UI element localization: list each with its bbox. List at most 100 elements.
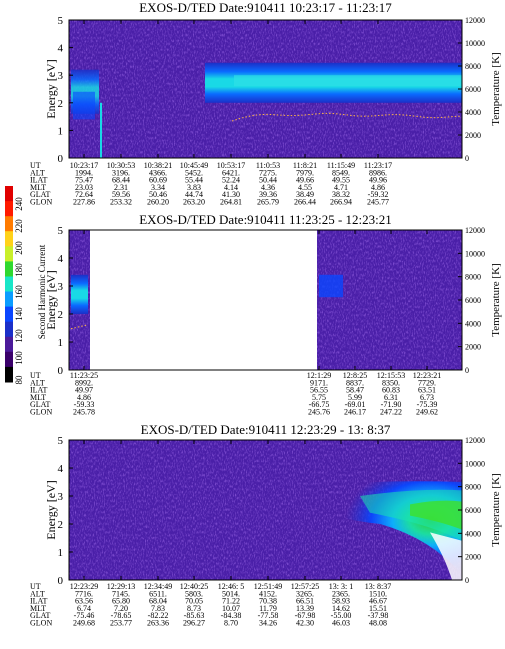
y-tick-label: 0 (58, 153, 64, 165)
table-cell: 65.80 (112, 597, 130, 606)
table-cell: 60.69 (149, 176, 167, 185)
y2-axis-label: Temperature [K] (490, 473, 502, 546)
colorbar-tick-label: 160 (14, 285, 24, 299)
table-cell: 5014. (222, 589, 240, 598)
y2-tick-label: 2000 (465, 553, 481, 562)
table-cell: 263.36 (147, 619, 169, 628)
table-cell: 265.79 (257, 198, 279, 207)
table-cell: 4152. (259, 589, 277, 598)
table-cell: 12:46: 5 (218, 582, 244, 591)
table-cell: 10:30:53 (107, 161, 135, 170)
temperature-trace (231, 112, 461, 122)
table-cell: 70.38 (259, 597, 277, 606)
table-cell: 253.32 (110, 198, 132, 207)
table-cell: 46.03 (332, 619, 350, 628)
table-cell: -55.00 (331, 611, 352, 620)
table-cell: -59.32 (368, 190, 389, 199)
table-cell: 70.05 (185, 597, 203, 606)
table-cell: 68.04 (149, 597, 167, 606)
row-label: ILAT (30, 597, 47, 606)
row-label: ILAT (30, 386, 47, 395)
table-cell: 11.79 (259, 604, 277, 613)
y2-tick-label: 2000 (465, 131, 481, 140)
table-cell: -77.58 (258, 611, 279, 620)
table-cell: 38.32 (332, 190, 350, 199)
table-cell: 263.20 (183, 198, 205, 207)
table-cell: 63.56 (75, 597, 93, 606)
y2-tick-label: 12000 (465, 226, 485, 235)
colorbar-band (5, 276, 13, 293)
table-cell: 56.55 (310, 386, 328, 395)
table-cell: 12:51:49 (254, 582, 282, 591)
table-cell: 7729. (418, 378, 436, 387)
table-cell: 5.75 (312, 393, 326, 402)
colorbar-tick-label: 120 (14, 329, 24, 343)
table-cell: 58.47 (346, 386, 364, 395)
table-cell: 8.73 (187, 604, 201, 613)
table-cell: 63.51 (418, 386, 436, 395)
colorbar-band (5, 246, 13, 262)
table-cell: 52.24 (222, 176, 240, 185)
table-cell: 10:45:49 (180, 161, 208, 170)
table-cell: 58.93 (332, 597, 350, 606)
table-cell: 23.03 (75, 183, 93, 192)
y2-tick-label: 10000 (465, 249, 485, 258)
table-cell: 7275. (259, 168, 277, 177)
table-cell: 249.62 (416, 408, 438, 417)
colorbar-band (5, 186, 13, 202)
table-cell: 12:34:49 (144, 582, 172, 591)
row-label: GLAT (30, 190, 51, 199)
table-cell: 13.39 (296, 604, 314, 613)
table-cell: 5452. (185, 168, 203, 177)
table-cell: -37.98 (368, 611, 389, 620)
row-label: UT (30, 161, 41, 170)
table-cell: 6.73 (420, 393, 434, 402)
table-cell: 253.77 (110, 619, 132, 628)
y2-axis-label: Temperature [K] (490, 263, 502, 336)
table-cell: 245.76 (308, 408, 330, 417)
table-cell: 4.86 (77, 393, 91, 402)
spectrogram-panel: EXOS-D/TED Date:910411 10:23:17 - 11:23:… (30, 0, 502, 207)
table-cell: 7.83 (151, 604, 165, 613)
table-cell: 249.68 (73, 619, 95, 628)
table-cell: 75.47 (75, 176, 93, 185)
table-cell: 39.36 (259, 190, 277, 199)
y-tick-label: 4 (58, 43, 64, 55)
y2-tick-label: 8000 (465, 273, 481, 282)
table-cell: -75.46 (74, 611, 95, 620)
table-cell: 5803. (185, 589, 203, 598)
colorbar-band (5, 291, 13, 308)
table-cell: 4.14 (224, 183, 238, 192)
colorbar-tick-label: 200 (14, 241, 24, 255)
table-cell: 9171. (310, 378, 328, 387)
colorbar-band (5, 201, 13, 217)
table-cell: 12:29:13 (107, 582, 135, 591)
y2-tick-label: 4000 (465, 529, 481, 538)
temperature-trace (70, 324, 88, 330)
table-cell: 38.49 (296, 190, 314, 199)
y2-tick-label: 6000 (465, 506, 481, 515)
table-cell: 227.86 (73, 198, 95, 207)
row-label: GLON (30, 619, 52, 628)
table-cell: 12:8:25 (343, 371, 367, 380)
table-cell: 7145. (112, 589, 130, 598)
y-axis-label: Energy [eV] (44, 480, 58, 539)
table-cell: 4.36 (261, 183, 275, 192)
colorbar-tick-label: 140 (14, 307, 24, 321)
table-cell: 11:8:21 (293, 161, 317, 170)
y-tick-label: 2 (58, 309, 64, 321)
table-cell: 44.74 (185, 190, 203, 199)
y-tick-label: 5 (58, 435, 64, 447)
colorbar-band (5, 261, 13, 277)
row-label: ALT (30, 378, 45, 387)
colorbar-tick-label: 100 (14, 351, 24, 365)
data-gap (90, 230, 317, 370)
table-cell: 42.30 (296, 619, 314, 628)
y2-tick-label: 0 (465, 576, 469, 585)
y2-tick-label: 2000 (465, 343, 481, 352)
table-cell: 72.64 (75, 190, 93, 199)
table-cell: 66.51 (296, 597, 314, 606)
